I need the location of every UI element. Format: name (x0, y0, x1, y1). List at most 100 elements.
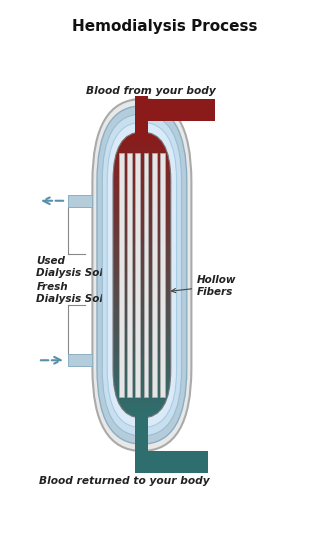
Bar (113, 310, 171, 313)
Bar (113, 315, 171, 318)
Bar (113, 245, 171, 249)
Bar (113, 186, 171, 189)
Bar (113, 205, 171, 208)
Bar (113, 172, 171, 175)
Bar (113, 169, 171, 173)
Bar (113, 305, 171, 309)
Bar (113, 240, 171, 244)
Bar (113, 360, 171, 363)
Bar (113, 176, 171, 180)
Bar (113, 412, 171, 416)
Bar (135, 99, 148, 121)
Bar (113, 217, 171, 220)
Bar (113, 136, 171, 139)
Bar (113, 398, 171, 402)
Bar (113, 379, 171, 382)
Bar (113, 317, 171, 320)
Bar (113, 322, 171, 325)
Bar (113, 355, 171, 359)
Bar (113, 369, 171, 373)
Bar (113, 403, 171, 406)
Text: Fresh
Dialysis Solution: Fresh Dialysis Solution (36, 282, 134, 304)
Bar (136, 153, 140, 397)
Bar (113, 302, 171, 306)
Bar (113, 383, 171, 387)
Bar (119, 153, 124, 397)
Bar (113, 395, 171, 399)
Bar (152, 153, 157, 397)
Bar (113, 229, 171, 232)
Bar (113, 207, 171, 211)
Text: Used
Dialysis Solution: Used Dialysis Solution (36, 256, 134, 278)
Bar (113, 267, 171, 270)
Bar (113, 190, 171, 194)
Text: Blood from your body: Blood from your body (86, 86, 216, 96)
Bar (113, 272, 171, 275)
Bar (113, 265, 171, 268)
Bar (113, 329, 171, 332)
Bar (113, 340, 171, 344)
Bar (113, 150, 171, 153)
Bar (113, 250, 171, 254)
Bar (113, 283, 171, 287)
FancyBboxPatch shape (97, 106, 187, 444)
FancyBboxPatch shape (113, 132, 171, 418)
Bar (113, 193, 171, 196)
Bar (113, 326, 171, 330)
Bar (113, 162, 171, 166)
Bar (113, 312, 171, 316)
Bar (113, 408, 171, 411)
Bar (113, 338, 171, 342)
Bar (68, 195, 92, 207)
Bar (68, 354, 92, 366)
Bar (113, 345, 171, 349)
Bar (113, 295, 171, 299)
Bar (113, 300, 171, 304)
Bar (113, 181, 171, 184)
Bar (113, 274, 171, 277)
Bar (113, 243, 171, 246)
Bar (113, 152, 171, 156)
Bar (113, 362, 171, 366)
Bar (113, 219, 171, 223)
Bar (113, 160, 171, 163)
Bar (113, 212, 171, 216)
Bar (113, 298, 171, 301)
Bar (113, 222, 171, 225)
Bar (113, 248, 171, 251)
Bar (135, 96, 148, 135)
Bar (113, 386, 171, 389)
Bar (113, 260, 171, 263)
Bar (135, 415, 148, 454)
Bar (113, 393, 171, 397)
Bar (113, 255, 171, 258)
Bar (113, 293, 171, 296)
Bar (113, 202, 171, 206)
Bar (113, 331, 171, 334)
Bar (113, 179, 171, 182)
Bar (113, 281, 171, 284)
Bar (113, 333, 171, 337)
Bar (113, 358, 171, 361)
Bar (160, 153, 165, 397)
Bar (113, 257, 171, 261)
Bar (113, 214, 171, 218)
Bar (113, 231, 171, 234)
Text: Hollow
Fibers: Hollow Fibers (172, 275, 237, 297)
Bar (113, 290, 171, 294)
Bar (113, 147, 171, 151)
FancyBboxPatch shape (107, 122, 177, 428)
Bar (113, 238, 171, 241)
Bar (113, 197, 171, 201)
Bar (113, 210, 171, 213)
Text: Hemodialysis Process: Hemodialysis Process (72, 19, 258, 34)
Bar (113, 226, 171, 230)
Bar (113, 365, 171, 368)
Bar (135, 451, 208, 473)
Bar (113, 343, 171, 346)
Bar (113, 307, 171, 311)
Bar (113, 200, 171, 204)
Bar (113, 133, 171, 137)
Bar (113, 286, 171, 289)
Bar (113, 381, 171, 384)
